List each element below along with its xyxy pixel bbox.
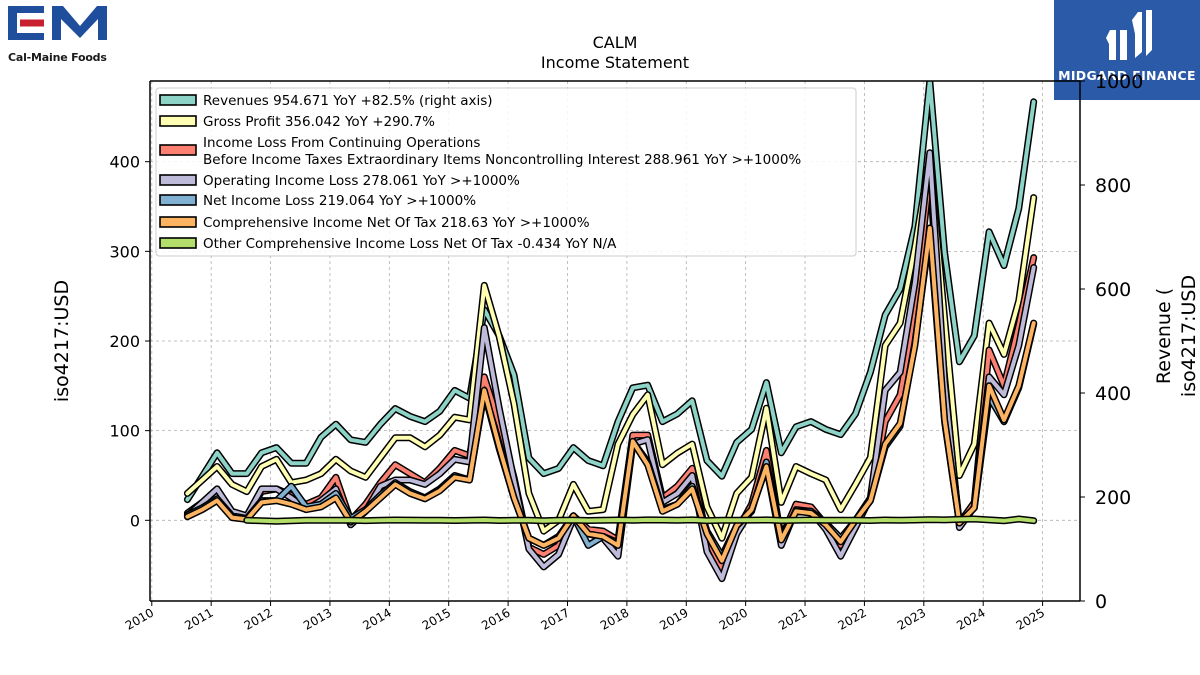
publisher-mark-icon: [1106, 10, 1152, 60]
x-tick-label: 2013: [301, 605, 334, 632]
publisher-logo: MIDGARD FINANCE: [1054, 0, 1200, 100]
publisher-name: MIDGARD FINANCE: [1058, 68, 1196, 83]
series-line-5: [185, 226, 1036, 563]
chart-subtitle: Income Statement: [540, 53, 690, 72]
company-logo: Cal-Maine Foods: [6, 4, 110, 66]
x-tick-label: 2018: [598, 605, 631, 632]
x-tick-label: 2021: [776, 605, 809, 632]
chart-title: CALM: [592, 33, 638, 52]
x-tick-label: 2022: [835, 605, 868, 632]
series-line-6: [244, 517, 1036, 524]
y-tick-label-left: 100: [109, 422, 140, 441]
legend-swatch-0: [159, 94, 197, 106]
x-tick-label: 2014: [360, 605, 393, 632]
legend-label-2: Income Loss From Continuing Operations: [203, 135, 480, 151]
y-tick-label-left: 0: [130, 511, 140, 530]
company-logo-text: Cal-Maine Foods: [8, 51, 107, 64]
legend-label-6: Other Comprehensive Income Loss Net Of T…: [203, 236, 617, 252]
x-tick-label: 2024: [954, 605, 987, 632]
legend-label-2-line2: Before Income Taxes Extraordinary Items …: [203, 152, 801, 168]
x-tick-label: 2023: [895, 605, 928, 632]
y-tick-label-right: 400: [1095, 383, 1131, 405]
y-tick-label-right: 800: [1095, 175, 1131, 197]
y-tick-label-right: 1000: [1095, 71, 1143, 93]
x-tick-label: 2025: [1014, 605, 1047, 632]
legend-label-5: Comprehensive Income Net Of Tax 218.63 Y…: [203, 215, 590, 231]
legend-swatch-1: [159, 115, 197, 127]
y-tick-label-right: 0: [1095, 591, 1107, 613]
y-tick-label-right: 200: [1095, 487, 1131, 509]
series-line-2: [185, 170, 1036, 572]
series-line-1: [185, 155, 1036, 541]
x-tick-label: 2016: [479, 605, 512, 632]
y-axis-label-right: iso4217:USD: [1178, 275, 1200, 397]
y-tick-label-left: 200: [109, 332, 140, 351]
series-line-0: [185, 81, 1036, 502]
legend-swatch-2: [159, 144, 197, 156]
y-tick-label-right: 600: [1095, 279, 1131, 301]
legend-swatch-6: [159, 237, 197, 249]
company-monogram-icon: [8, 6, 107, 40]
legend-label-0: Revenues 954.671 YoY +82.5% (right axis): [203, 93, 493, 109]
x-tick-label: 2011: [182, 605, 215, 632]
legend-swatch-5: [159, 216, 197, 228]
x-tick-label: 2012: [242, 605, 275, 632]
x-tick-label: 2010: [123, 605, 156, 632]
x-tick-label: 2015: [420, 605, 453, 632]
legend: Revenues 954.671 YoY +82.5% (right axis)…: [155, 87, 857, 257]
series-lines: [183, 81, 1038, 583]
legend-box: [155, 87, 857, 257]
y-tick-label-left: 300: [109, 242, 140, 261]
legend-label-4: Net Income Loss 219.064 YoY >+1000%: [203, 193, 476, 209]
legend-label-1: Gross Profit 356.042 YoY +290.7%: [203, 114, 435, 130]
x-tick-label: 2020: [717, 605, 750, 632]
y-axis-label-left: iso4217:USD: [51, 280, 73, 402]
x-tick-label: 2017: [539, 605, 572, 632]
y-axis-label-right: Revenue (: [1153, 288, 1175, 384]
y-tick-label-left: 400: [109, 153, 140, 172]
x-tick-label: 2019: [657, 605, 690, 632]
legend-swatch-4: [159, 194, 197, 206]
legend-label-3: Operating Income Loss 278.061 YoY >+1000…: [203, 173, 520, 189]
legend-swatch-3: [159, 174, 197, 186]
